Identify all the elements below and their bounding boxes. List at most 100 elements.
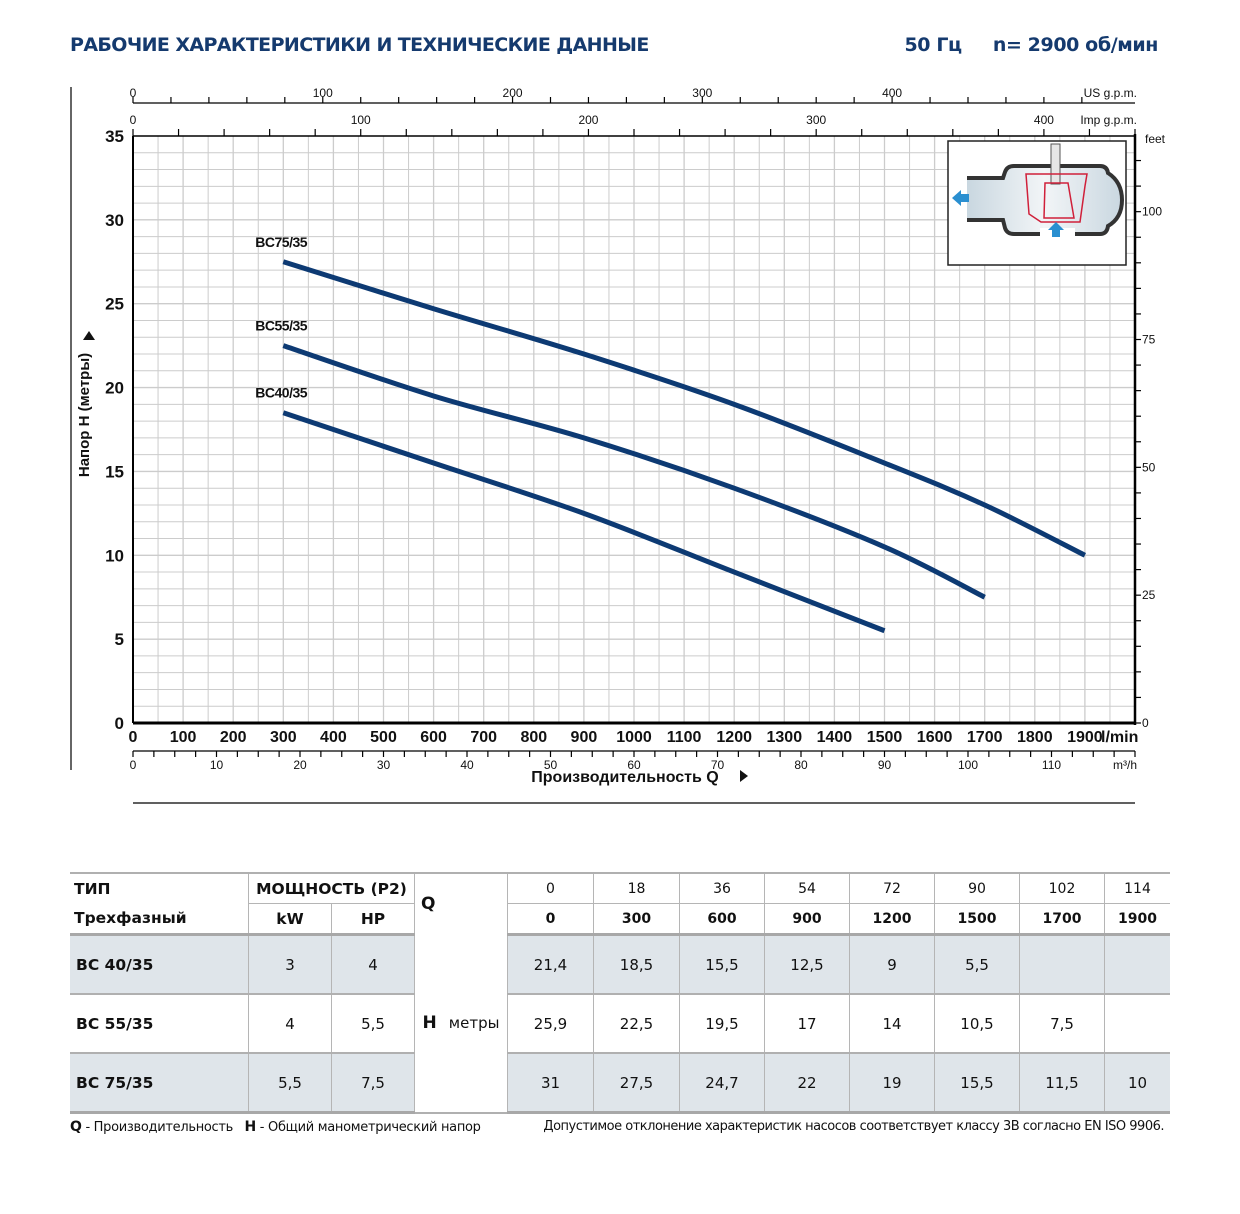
chart-series xyxy=(282,259,1087,634)
kw-header: kW xyxy=(248,903,332,936)
pump-casing xyxy=(967,164,1125,236)
q-header: Q xyxy=(414,872,508,935)
q-m3h-3: 54 xyxy=(764,872,850,904)
power-hp: 7,5 xyxy=(331,1053,415,1114)
q-m3h-6: 102 xyxy=(1019,872,1105,904)
m3h-tick-label: 80 xyxy=(794,758,808,772)
head-value: 18,5 xyxy=(593,934,680,995)
head-value: 22,5 xyxy=(593,994,680,1054)
imp-gpm-unit-label: Imp g.p.m. xyxy=(1080,113,1137,127)
q-m3h-7: 114 xyxy=(1104,872,1170,904)
m3h-tick-label: 100 xyxy=(958,758,978,772)
speed-label: n= 2900 об/мин xyxy=(992,34,1159,56)
q-lmin-1: 300 xyxy=(593,903,680,936)
head-value: 7,5 xyxy=(1019,994,1105,1054)
arrow-right-icon xyxy=(740,770,748,782)
x-tick-label: 1500 xyxy=(867,729,903,746)
curve-label: BC75/35 xyxy=(255,234,307,250)
x-tick-label: 300 xyxy=(270,729,297,746)
q-m3h-4: 72 xyxy=(849,872,935,904)
y-tick-label: 0 xyxy=(115,714,124,733)
x-tick-label: 900 xyxy=(571,729,598,746)
imp-gpm-tick-label: 300 xyxy=(806,113,826,127)
m3h-tick-label: 0 xyxy=(130,758,137,772)
head-value xyxy=(1104,994,1170,1054)
q-lmin-4: 1200 xyxy=(849,903,935,936)
feet-tick-label: 0 xyxy=(1142,716,1149,730)
curve-bc40-35 xyxy=(282,410,886,634)
q-m3h-0: 0 xyxy=(507,872,594,904)
curve-label: BC40/35 xyxy=(255,385,307,401)
table-row: BC 55/35 4 5,5 25,9 22,5 19,5 17 14 10,5… xyxy=(70,994,1170,1054)
x-tick-label: 500 xyxy=(370,729,397,746)
imp-gpm-tick-label: 0 xyxy=(130,113,137,127)
q-m3h-5: 90 xyxy=(934,872,1020,904)
pump-cross-section-icon xyxy=(947,140,1127,266)
y-tick-label: 5 xyxy=(115,630,124,649)
imp-gpm-tick-label: 100 xyxy=(351,113,371,127)
us-gpm-tick-label: 400 xyxy=(882,86,902,100)
table-row: BC 75/35 5,5 7,5 31 27,5 24,7 22 19 15,5… xyxy=(70,1053,1170,1114)
x-tick-label: 1400 xyxy=(817,729,853,746)
q-lmin-3: 900 xyxy=(764,903,850,936)
power-header: МОЩНОСТЬ (P2) xyxy=(248,872,415,904)
m3h-tick-label: 60 xyxy=(627,758,641,772)
us-gpm-unit-label: US g.p.m. xyxy=(1084,86,1137,100)
m3h-tick-label: 40 xyxy=(460,758,474,772)
x-tick-label: 1100 xyxy=(667,729,702,746)
x-tick-label: 1600 xyxy=(917,729,953,746)
head-value: 10,5 xyxy=(934,994,1020,1054)
page-title: РАБОЧИЕ ХАРАКТЕРИСТИКИ И ТЕХНИЧЕСКИЕ ДАН… xyxy=(70,34,649,56)
m3h-tick-label: 10 xyxy=(210,758,224,772)
head-value: 17 xyxy=(764,994,850,1054)
power-kw: 5,5 xyxy=(248,1053,332,1114)
y-tick-label: 15 xyxy=(105,462,124,481)
y-tick-label: 20 xyxy=(105,379,124,398)
x-tick-label: 1000 xyxy=(616,729,652,746)
inlet-arrow-icon xyxy=(1048,222,1064,237)
head-value: 25,9 xyxy=(507,994,594,1054)
head-value: 19,5 xyxy=(679,994,765,1054)
q-lmin-0: 0 xyxy=(507,903,594,936)
table-header-row-1: ТИП МОЩНОСТЬ (P2) Q 0 18 36 54 72 90 102… xyxy=(70,872,1170,935)
q-lmin-2: 600 xyxy=(679,903,765,936)
phase-header: Трехфазный xyxy=(70,903,249,936)
y-tick-label: 35 xyxy=(105,127,124,146)
model-name: BC 75/35 xyxy=(70,1053,249,1114)
hp-header: HP xyxy=(331,903,415,936)
head-value: 21,4 xyxy=(507,934,594,995)
legend-footnote: Q - Производительность H - Общий маномет… xyxy=(70,1119,481,1135)
head-value: 15,5 xyxy=(679,934,765,995)
us-gpm-tick-label: 200 xyxy=(503,86,523,100)
head-value: 27,5 xyxy=(593,1053,680,1114)
q-lmin-5: 1500 xyxy=(934,903,1020,936)
m3h-unit-label: m³/h xyxy=(1113,758,1137,772)
y-tick-label: 30 xyxy=(105,211,124,230)
feet-tick-label: 75 xyxy=(1142,333,1156,347)
power-kw: 4 xyxy=(248,994,332,1054)
head-value: 24,7 xyxy=(679,1053,765,1114)
power-hp: 5,5 xyxy=(331,994,415,1054)
x-tick-label: 400 xyxy=(320,729,347,746)
x-tick-label: 700 xyxy=(470,729,497,746)
operating-conditions: 50 Гц n= 2900 об/мин xyxy=(904,34,1158,56)
technical-data-table: ТИП МОЩНОСТЬ (P2) Q 0 18 36 54 72 90 102… xyxy=(70,872,1170,1114)
x-tick-label: 100 xyxy=(170,729,197,746)
tolerance-note: Допустимое отклонение характеристик насо… xyxy=(543,1119,1164,1134)
us-gpm-tick-label: 100 xyxy=(313,86,333,100)
imp-gpm-tick-label: 400 xyxy=(1034,113,1054,127)
m3h-tick-label: 90 xyxy=(878,758,892,772)
m3h-tick-label: 110 xyxy=(1042,758,1061,772)
model-name: BC 40/35 xyxy=(70,934,249,995)
head-value: 10 xyxy=(1104,1053,1170,1114)
feet-unit-label: feet xyxy=(1145,132,1166,146)
m3h-tick-label: 30 xyxy=(377,758,391,772)
q-m3h-1: 18 xyxy=(593,872,680,904)
feet-tick-label: 50 xyxy=(1142,460,1156,474)
m3h-tick-label: 50 xyxy=(544,758,558,772)
x-tick-label: 200 xyxy=(220,729,247,746)
model-name: BC 55/35 xyxy=(70,994,249,1054)
